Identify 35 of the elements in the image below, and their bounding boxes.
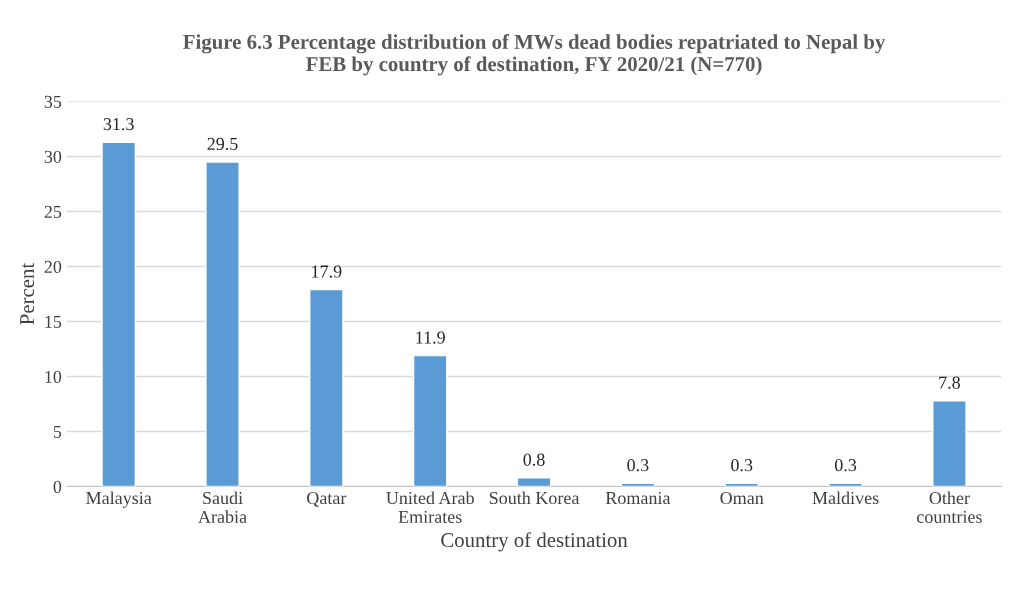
x-tick-label: Other countries — [917, 491, 982, 523]
data-label: 29.5 — [207, 137, 238, 151]
y-axis-title: Percent — [20, 262, 35, 325]
y-tick-label: 20 — [44, 260, 62, 273]
y-tick-label: 5 — [53, 425, 62, 438]
x-tick-label: Saudi Arabia — [198, 491, 247, 523]
x-tick-label: South Korea — [489, 491, 580, 505]
data-label: 0.3 — [627, 459, 649, 472]
bar — [205, 161, 240, 487]
data-label: 31.3 — [103, 118, 134, 131]
y-tick-label: 35 — [44, 95, 62, 108]
chart-title: Figure 6.3 Percentage distribution of MWs dead bodies repatriated to Nepal by FEB by country of destination, FY 2020/21 (N=770) — [183, 34, 886, 76]
x-tick-label: Malaysia — [86, 491, 152, 508]
x-tick-label: United Arab Emirates — [386, 491, 474, 523]
y-tick-label: 25 — [44, 205, 62, 218]
x-tick-label: Qatar — [307, 491, 347, 507]
y-tick-label: 0 — [53, 480, 62, 493]
bar — [932, 400, 967, 487]
bar — [309, 288, 344, 487]
bar — [412, 354, 448, 487]
bar — [516, 477, 552, 487]
x-tick-label: Romania — [605, 491, 671, 505]
y-tick-label: 10 — [45, 370, 62, 383]
data-label: 0.3 — [834, 459, 857, 472]
y-tick-label: 15 — [45, 315, 62, 328]
x-axis-title: Country of destination — [441, 532, 628, 552]
data-label: 11.9 — [416, 331, 445, 344]
y-tick-label: 30 — [44, 150, 62, 163]
data-label: 7.8 — [939, 376, 960, 389]
bar — [101, 141, 136, 487]
data-label: 0.3 — [731, 459, 753, 472]
x-tick-label: Maldives — [812, 491, 879, 505]
data-label: 17.9 — [312, 265, 342, 278]
data-label: 0.8 — [523, 453, 545, 466]
x-tick-label: Oman — [720, 491, 764, 505]
